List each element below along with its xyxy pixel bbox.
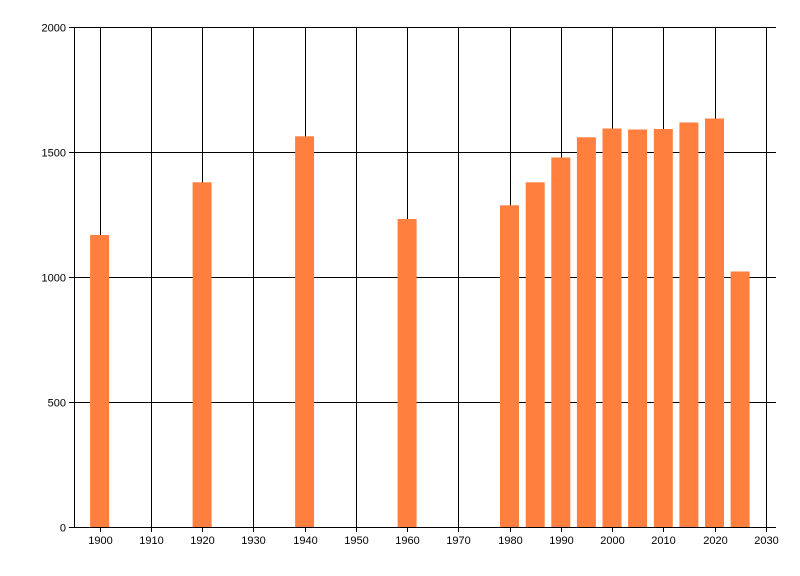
bar-2015 (679, 122, 699, 527)
bar-1940 (295, 136, 315, 528)
bar-1920 (192, 182, 212, 528)
x-axis-ticks: 1900 1910 1920 1930 1940 1950 1960 1970 1980 1990… (88, 527, 779, 547)
bars (90, 118, 750, 528)
x-tick-label: 2000 (600, 535, 624, 547)
bar-2005 (628, 129, 648, 527)
y-tick-label: 0 (60, 523, 66, 535)
bar-1990 (551, 157, 571, 527)
x-tick-label: 1940 (293, 535, 317, 547)
bar-1985 (525, 182, 545, 528)
bar-1995 (576, 137, 596, 528)
x-tick-label: 2010 (651, 535, 675, 547)
bar-1960 (397, 219, 417, 527)
x-tick-label: 1980 (498, 535, 522, 547)
bar-2020 (705, 118, 724, 527)
y-tick-label: 500 (48, 398, 66, 410)
x-tick-label: 1960 (395, 535, 419, 547)
x-tick-label: 1990 (549, 535, 573, 547)
bar-1980 (500, 205, 519, 528)
x-tick-label: 1950 (344, 535, 368, 547)
x-tick-label: 1970 (446, 535, 470, 547)
bar-2025 (730, 271, 750, 527)
bar-2010 (653, 129, 673, 527)
x-tick-label: 1920 (190, 535, 214, 547)
x-tick-label: 1900 (88, 535, 112, 547)
y-axis-ticks: 0 500 1000 1500 2000 (42, 23, 74, 535)
y-tick-label: 2000 (42, 23, 66, 35)
bar-1900 (90, 235, 110, 527)
bar-2000 (602, 128, 622, 527)
axes (74, 27, 776, 528)
x-tick-label: 2030 (754, 535, 778, 547)
x-tick-label: 1930 (241, 535, 265, 547)
y-tick-label: 1000 (42, 273, 66, 285)
y-tick-label: 1500 (42, 148, 66, 160)
x-tick-label: 2020 (703, 535, 727, 547)
x-tick-label: 1910 (139, 535, 163, 547)
